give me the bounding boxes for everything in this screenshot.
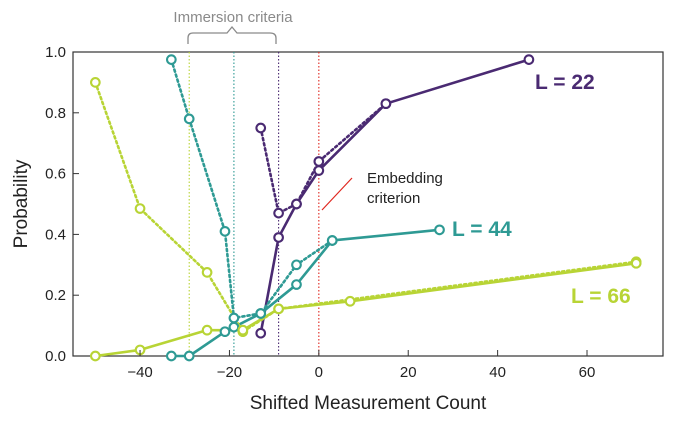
series-label-l44: L = 44 bbox=[452, 218, 512, 241]
series-l44-solid-point bbox=[326, 235, 338, 246]
x-tick-label: 40 bbox=[489, 364, 506, 381]
series-l22-solid-point bbox=[255, 327, 267, 339]
y-tick-label: 0.4 bbox=[45, 226, 66, 243]
series-l44-dotted-point bbox=[291, 259, 302, 271]
series-l66-solid-point bbox=[344, 295, 356, 307]
series-l22-solid-point bbox=[523, 54, 535, 65]
y-tick-label: 0.0 bbox=[45, 348, 66, 365]
series-l22-solid-line bbox=[259, 58, 530, 334]
series-l66-dotted-point bbox=[201, 267, 213, 278]
series-l66-solid-point bbox=[201, 324, 213, 336]
immersion-bracket bbox=[187, 25, 277, 44]
series-l44-solid-point bbox=[183, 350, 195, 362]
series-l44-solid-line bbox=[171, 228, 440, 358]
series-l44-solid-point bbox=[228, 321, 240, 333]
x-tick-label: 60 bbox=[579, 364, 596, 381]
series-l44-dotted-point bbox=[165, 54, 177, 65]
series-l22-dotted-point bbox=[255, 122, 267, 134]
series-l66-dotted-point bbox=[89, 77, 101, 88]
series-l66-dotted-point bbox=[134, 203, 146, 214]
embedding-label-line1: Embedding bbox=[367, 170, 443, 187]
y-tick-label: 1.0 bbox=[45, 44, 66, 61]
series-l66-solid-point bbox=[630, 257, 642, 269]
series-l22-dotted-point bbox=[273, 207, 284, 219]
series-label-l66: L = 66 bbox=[571, 285, 631, 308]
series-l22-solid-point bbox=[273, 232, 284, 243]
series-label-l22: L = 22 bbox=[535, 71, 595, 94]
series-l66-dotted-line bbox=[94, 81, 638, 334]
axis-ticks: −40 −20 0 20 40 60 0.0 0.2 0.4 0.6 0.8 1.0 bbox=[45, 44, 595, 381]
series-l44-solid-point bbox=[165, 350, 177, 362]
series-l66-solid-point bbox=[273, 303, 284, 315]
series-lines bbox=[94, 58, 638, 358]
series-points bbox=[89, 54, 642, 362]
series-l44-solid-point bbox=[434, 224, 445, 236]
series-l44-solid-point bbox=[255, 308, 267, 319]
series-l66-solid-point bbox=[237, 324, 249, 336]
y-tick-label: 0.2 bbox=[45, 287, 66, 304]
series-l22-dotted-point bbox=[313, 156, 325, 167]
plot-frame bbox=[72, 51, 664, 357]
x-tick-label: 20 bbox=[400, 364, 417, 381]
embedding-label-line2: criterion bbox=[367, 190, 420, 207]
series-l22-solid-point bbox=[380, 98, 392, 110]
x-tick-label: −20 bbox=[217, 364, 242, 381]
y-axis-title: Probability bbox=[11, 159, 32, 248]
series-l44-dotted-point bbox=[219, 226, 231, 237]
series-l44-dotted-point bbox=[183, 113, 195, 125]
series-l44-dotted-point bbox=[228, 312, 240, 324]
embedding-pointer bbox=[321, 177, 353, 211]
series-l44-solid-point bbox=[219, 326, 231, 338]
series-l22-solid-point bbox=[313, 165, 325, 176]
immersion-criteria-label: Immersion criteria bbox=[173, 9, 293, 26]
series-l66-solid-point bbox=[89, 350, 101, 362]
x-axis-title: Shifted Measurement Count bbox=[250, 393, 487, 414]
series-l44-solid-point bbox=[291, 279, 302, 290]
y-tick-label: 0.6 bbox=[45, 166, 66, 183]
x-tick-label: 0 bbox=[315, 364, 323, 381]
series-l66-solid-line bbox=[95, 261, 637, 358]
y-tick-label: 0.8 bbox=[45, 105, 66, 122]
series-l22-solid-point bbox=[291, 198, 302, 210]
x-tick-label: −40 bbox=[127, 364, 152, 381]
